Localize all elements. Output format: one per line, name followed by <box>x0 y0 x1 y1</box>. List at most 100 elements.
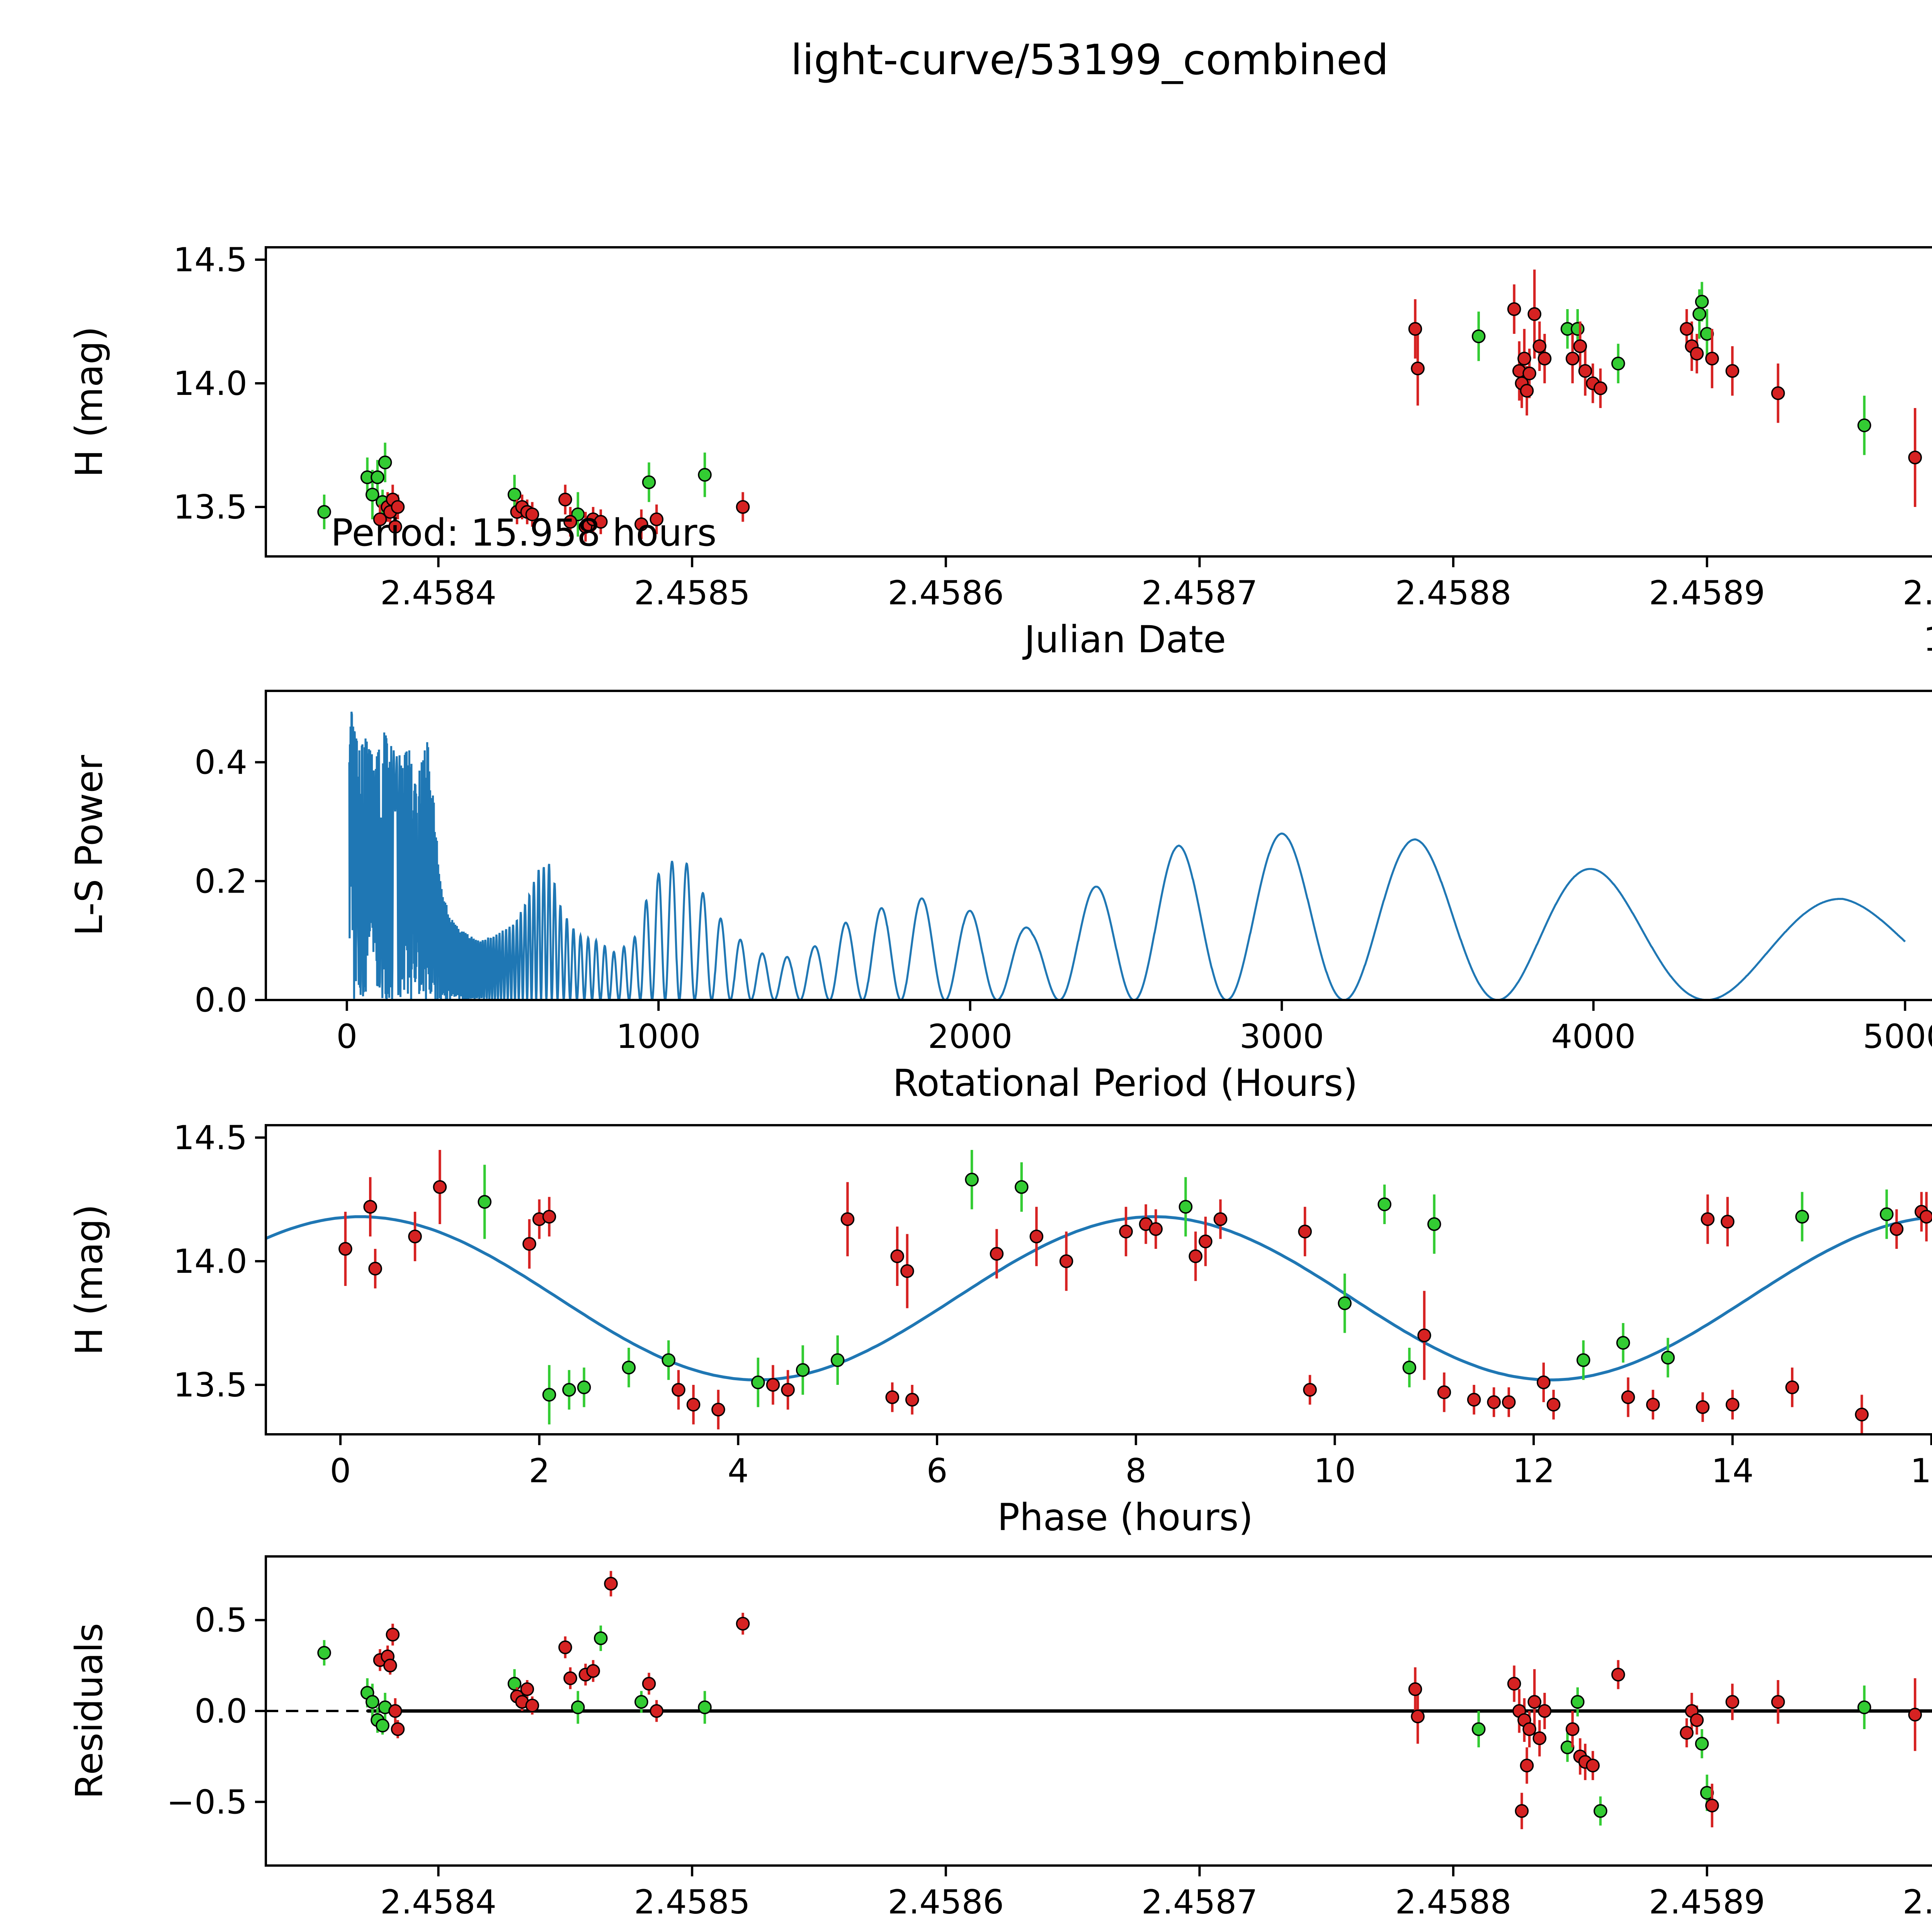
data-point <box>1532 1731 1547 1745</box>
data-point <box>634 517 648 531</box>
data-point <box>525 1699 539 1713</box>
data-point <box>622 1361 636 1374</box>
y-axis-label-ls-power: L-S Power <box>68 755 111 936</box>
data-point <box>990 1247 1004 1261</box>
observer-red-series <box>338 1150 1932 1434</box>
data-point <box>1795 1210 1809 1224</box>
axis-ticks: 2.4584 2.4585 2.4586 2.4587 2.4588 2.4589 2.45… <box>173 241 1932 612</box>
data-point <box>1919 1210 1932 1224</box>
data-point <box>586 1664 600 1678</box>
figure-title: light-curve/53199_combined <box>791 37 1389 85</box>
data-point <box>1857 418 1871 432</box>
data-point <box>1411 1709 1425 1723</box>
data-point <box>1119 1225 1133 1238</box>
x-tick-label: 2.4586 <box>888 1883 1004 1922</box>
axes-spines <box>265 690 1932 1001</box>
data-point <box>1578 364 1592 378</box>
x-tick-label: 4 <box>728 1452 749 1490</box>
x-tick-label: 2.4587 <box>1141 574 1258 612</box>
x-tick-label: 2.4587 <box>1141 1883 1258 1922</box>
data-point <box>1411 361 1425 376</box>
data-point <box>1507 302 1521 316</box>
x-tick-label: 2.4590 <box>1903 1883 1932 1922</box>
x-tick-label: 2.4590 <box>1903 574 1932 612</box>
data-point <box>478 1195 492 1209</box>
data-point <box>1565 1722 1580 1736</box>
data-point <box>1507 1677 1521 1691</box>
data-point <box>1616 1336 1630 1350</box>
data-point <box>698 468 712 482</box>
data-point <box>736 500 750 514</box>
x-axis-offset-1e6-bottom: 1e6 <box>1923 1930 1932 1932</box>
y-tick-label: 0.0 <box>194 981 247 1020</box>
y-axis-label-hmag-phase: H (mag) <box>68 1204 111 1355</box>
y-axis-label-hmag-top: H (mag) <box>68 326 111 478</box>
data-point <box>1705 1798 1719 1813</box>
data-point <box>796 1363 810 1377</box>
data-point <box>368 1262 382 1276</box>
data-point <box>522 1237 536 1251</box>
x-tick-label: 0 <box>330 1452 351 1490</box>
data-point <box>363 1200 378 1214</box>
data-point <box>594 515 608 529</box>
data-point <box>433 1180 447 1194</box>
data-point <box>317 505 331 519</box>
data-point <box>1565 352 1580 366</box>
data-point <box>830 1353 845 1367</box>
data-point <box>662 1353 676 1367</box>
y-tick-label: 14.0 <box>173 364 247 403</box>
residuals-data <box>266 1571 1932 1829</box>
x-tick-label: 2000 <box>928 1017 1012 1056</box>
axes-spines <box>265 1555 1932 1867</box>
x-axis-label-julian-date-bottom: Julian Date <box>1024 1927 1226 1932</box>
data-point <box>507 488 522 502</box>
x-tick-label: 8 <box>1125 1452 1146 1490</box>
axis-ticks: 0 2 4 6 8 10 12 14 16 14.5 14.0 13.5 <box>173 1119 1932 1490</box>
data-point <box>890 1249 904 1263</box>
data-point <box>1427 1217 1441 1231</box>
y-axis-label-residuals: Residuals <box>68 1623 111 1799</box>
x-tick-label: 2.4589 <box>1649 1883 1765 1922</box>
data-point <box>1517 352 1531 366</box>
data-point <box>1889 1222 1904 1236</box>
y-tick-label: 14.5 <box>173 1119 247 1157</box>
data-point <box>1576 1353 1590 1367</box>
data-point <box>1695 294 1709 309</box>
data-point <box>594 1631 608 1645</box>
data-point <box>1467 1393 1481 1407</box>
data-point <box>965 1173 979 1187</box>
data-point <box>507 1677 522 1691</box>
observer-green-series <box>478 1150 1894 1425</box>
data-point <box>1695 1736 1709 1751</box>
axes-spines <box>265 246 1932 558</box>
data-point <box>604 1577 618 1591</box>
data-point <box>751 1375 765 1389</box>
jd-lightcurve-data <box>317 269 1922 544</box>
data-point <box>542 1210 556 1224</box>
y-tick-label: 0.0 <box>194 1692 247 1731</box>
data-point <box>388 1704 402 1718</box>
x-tick-label: 3000 <box>1240 1017 1324 1056</box>
data-point <box>1149 1222 1163 1236</box>
data-point <box>571 1700 585 1714</box>
axis-ticks: 2.4584 2.4585 2.4586 2.4587 2.4588 2.4589 2.45… <box>167 1601 1932 1922</box>
panel-phased-lightcurve: 0 2 4 6 8 10 12 14 16 14.5 14.0 13.5 <box>173 1119 1932 1490</box>
x-tick-label: 6 <box>927 1452 948 1490</box>
data-point <box>391 500 405 514</box>
x-axis-label-phase: Phase (hours) <box>997 1496 1253 1539</box>
data-point <box>634 1695 648 1709</box>
data-point <box>1537 1704 1552 1718</box>
data-point <box>1690 347 1704 361</box>
data-point <box>905 1393 919 1407</box>
x-tick-label: 2 <box>529 1452 550 1490</box>
y-tick-label: 13.5 <box>173 488 247 527</box>
x-tick-label: 2.4588 <box>1395 574 1512 612</box>
data-point <box>563 1671 577 1685</box>
x-tick-label: 2.4589 <box>1649 574 1765 612</box>
data-point <box>1701 1212 1715 1226</box>
data-point <box>1303 1383 1317 1397</box>
y-tick-label: −0.5 <box>167 1783 247 1821</box>
x-tick-label: 2.4584 <box>380 574 497 612</box>
